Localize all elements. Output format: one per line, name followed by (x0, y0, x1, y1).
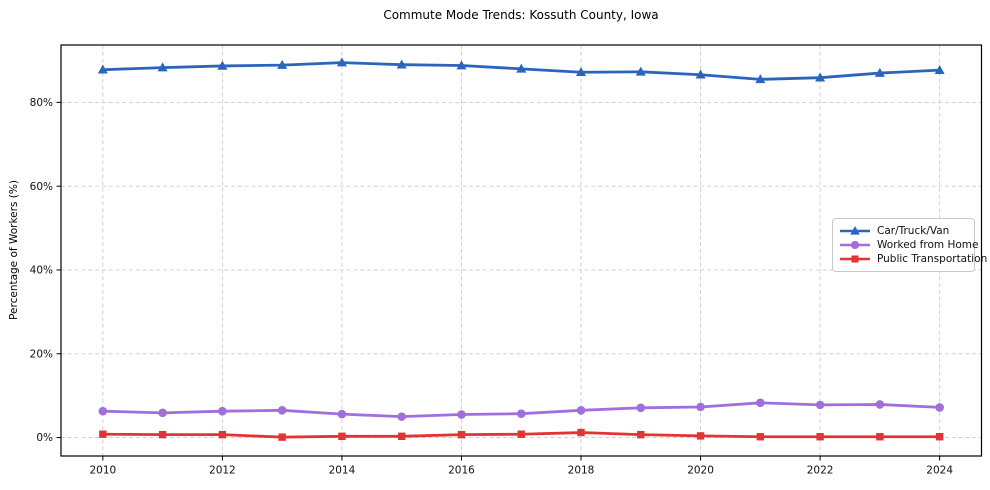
y-tick-label-0%: 0% (36, 432, 53, 444)
legend-swatch-triangle-icon (840, 226, 870, 235)
plot-border (60, 44, 983, 457)
marker-car-truck-van-2019 (635, 66, 646, 76)
legend-label: Worked from Home (877, 239, 979, 251)
x-tick-label-2018: 2018 (568, 465, 595, 477)
legend-label: Car/Truck/Van (877, 225, 950, 237)
marker-car-truck-van-2018 (576, 67, 587, 77)
marker-public-transportation-2022 (816, 433, 824, 441)
marker-car-truck-van-2010 (97, 64, 108, 74)
marker-car-truck-van-2022 (815, 72, 826, 82)
x-tick-label-2012: 2012 (209, 465, 236, 477)
marker-car-truck-van-2016 (456, 60, 467, 70)
y-tick-label-80%: 80% (30, 97, 53, 109)
marker-worked-from-home-2015 (397, 412, 407, 421)
marker-public-transportation-2016 (457, 430, 466, 439)
marker-public-transportation-2011 (158, 430, 167, 439)
marker-worked-from-home-2016 (457, 410, 466, 419)
marker-car-truck-van-2023 (874, 67, 885, 77)
x-tick-label-2016: 2016 (448, 465, 475, 477)
marker-worked-from-home-2012 (218, 406, 227, 416)
marker-worked-from-home-2020 (696, 402, 705, 412)
marker-public-transportation-2024 (935, 433, 944, 441)
marker-car-truck-van-2013 (277, 59, 288, 69)
marker-worked-from-home-2024 (935, 403, 944, 412)
marker-public-transportation-2013 (278, 433, 286, 441)
marker-car-truck-van-2011 (157, 62, 168, 72)
marker-worked-from-home-2019 (636, 403, 646, 413)
marker-public-transportation-2021 (756, 433, 765, 441)
marker-car-truck-van-2017 (516, 63, 527, 73)
marker-worked-from-home-2011 (158, 408, 167, 418)
y-axis-label: Percentage of Workers (%) (8, 180, 20, 320)
legend-swatch-circle-icon (840, 240, 870, 250)
chart-title: Commute Mode Trends: Kossuth County, Iow… (383, 8, 659, 22)
marker-worked-from-home-2018 (576, 406, 586, 415)
marker-public-transportation-2012 (218, 430, 227, 439)
legend-swatch-marker (850, 240, 860, 250)
legend-item-car-truck-van: Car/Truck/Van (840, 224, 967, 238)
marker-worked-from-home-2010 (98, 406, 108, 416)
x-tick-label-2014: 2014 (329, 465, 356, 477)
marker-worked-from-home-2017 (516, 409, 526, 418)
marker-public-transportation-2020 (696, 432, 705, 440)
legend-swatch-marker (851, 255, 859, 263)
marker-public-transportation-2017 (517, 430, 525, 438)
marker-public-transportation-2018 (577, 428, 585, 437)
legend-label: Public Transportation (877, 253, 988, 265)
legend-item-worked-from-home: Worked from Home (840, 238, 978, 252)
legend-swatch-marker (850, 226, 860, 235)
marker-car-truck-van-2012 (217, 60, 228, 70)
marker-worked-from-home-2021 (756, 398, 765, 408)
marker-car-truck-van-2021 (755, 74, 766, 84)
legend-swatch-square-icon (840, 255, 870, 263)
marker-worked-from-home-2014 (337, 409, 347, 419)
legend: Car/Truck/Van Worked from Home Public Tr… (832, 218, 987, 272)
y-tick-label-60%: 60% (30, 181, 53, 193)
x-tick-label-2022: 2022 (807, 465, 834, 477)
marker-public-transportation-2019 (637, 430, 645, 439)
marker-car-truck-van-2014 (336, 57, 347, 67)
marker-worked-from-home-2022 (815, 400, 825, 410)
marker-worked-from-home-2023 (875, 400, 885, 409)
x-tick-label-2010: 2010 (89, 465, 116, 477)
x-tick-label-2020: 2020 (687, 465, 714, 477)
x-tick-label-2024: 2024 (926, 465, 953, 477)
marker-public-transportation-2023 (876, 433, 884, 441)
marker-car-truck-van-2024 (934, 64, 945, 74)
y-tick-label-20%: 20% (30, 348, 53, 360)
marker-car-truck-van-2015 (396, 59, 407, 69)
marker-worked-from-home-2013 (277, 406, 287, 415)
y-tick-label-40%: 40% (30, 265, 53, 277)
marker-car-truck-van-2020 (695, 69, 706, 79)
marker-public-transportation-2010 (99, 430, 107, 438)
marker-public-transportation-2015 (398, 432, 406, 441)
legend-item-public-transportation: Public Transportation (840, 252, 987, 266)
marker-public-transportation-2014 (338, 432, 346, 441)
